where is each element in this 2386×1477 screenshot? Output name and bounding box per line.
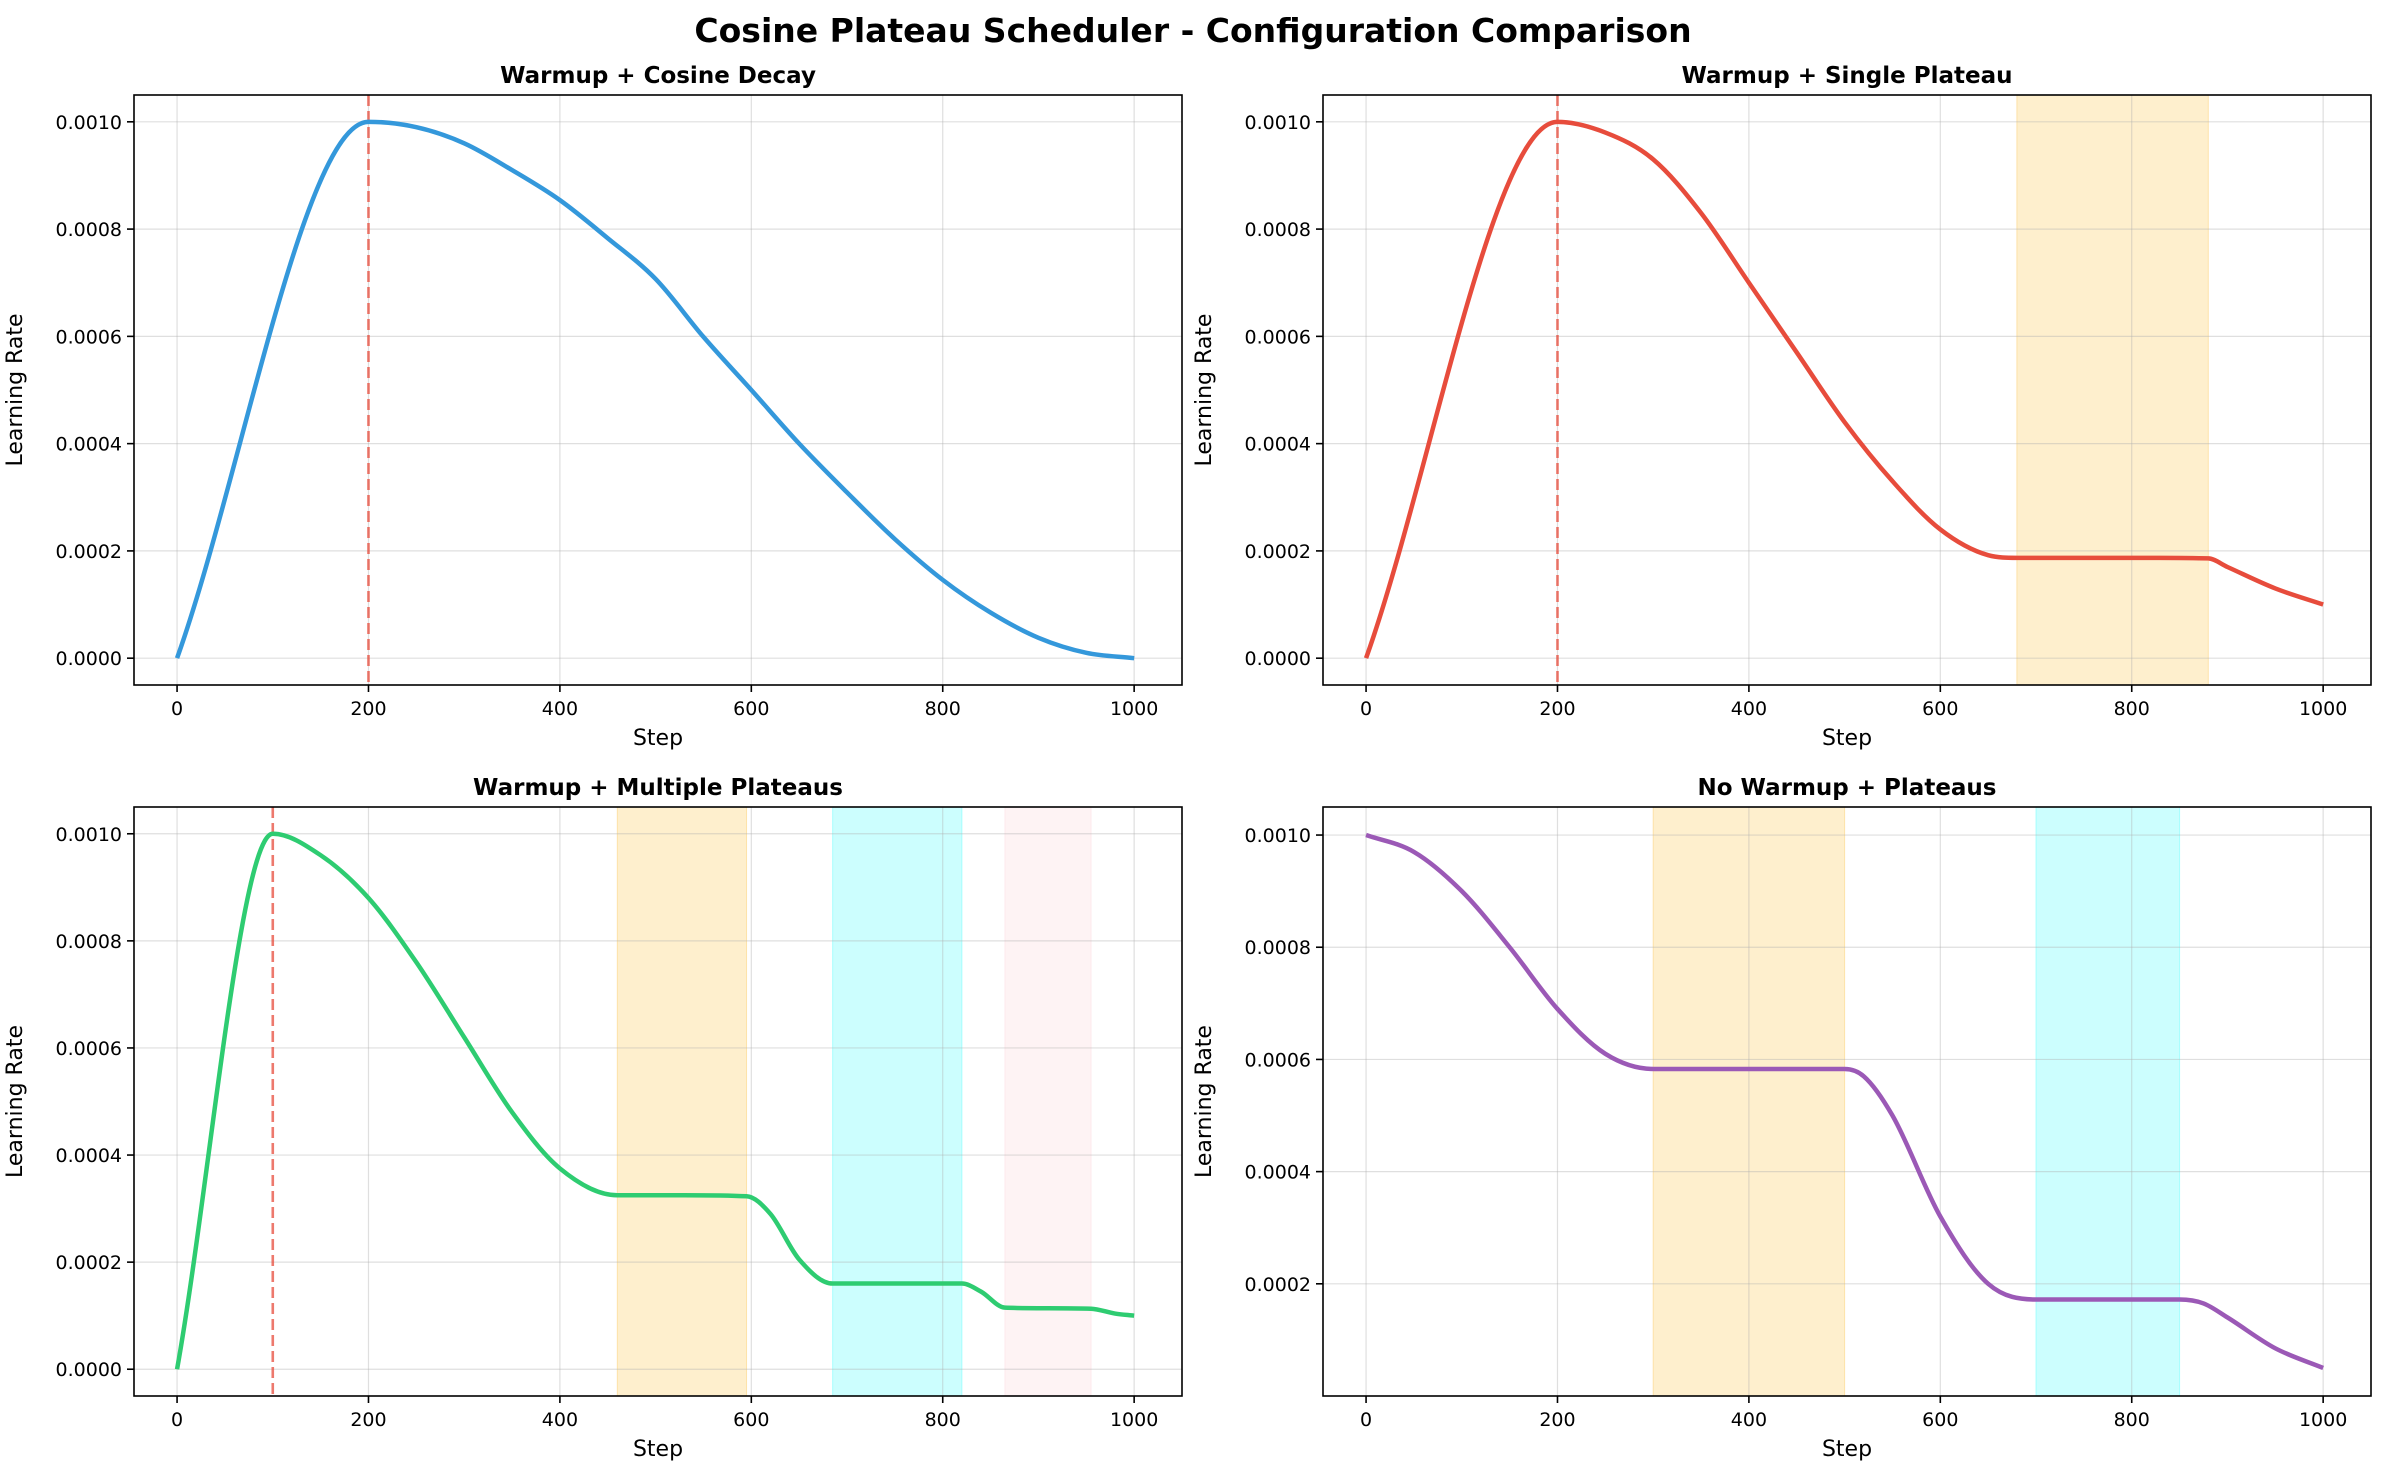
x-tick-label-5: 1000 <box>1110 1409 1158 1431</box>
x-tick-label-3: 600 <box>733 1409 769 1431</box>
chart-panel-1: 0 200 400 600 800 1000 0.0000 0.0002 0.0004 0.000… <box>3 63 1183 751</box>
figure-title: Cosine Plateau Scheduler - Configuration… <box>694 11 1691 50</box>
x-tick-label-0: 0 <box>171 698 183 720</box>
axes-frame <box>133 806 1183 1397</box>
x-axis-label: Step <box>633 726 683 751</box>
chart-panel-3: 0 200 400 600 800 1000 0.0000 0.0002 0.0004 0.000… <box>3 775 1183 1462</box>
x-tick-label-4: 800 <box>925 698 961 720</box>
x-tick-label-3: 600 <box>733 698 769 720</box>
y-tick-label-4: 0.0008 <box>56 931 122 953</box>
x-tick-label-2: 400 <box>1731 698 1767 720</box>
axes-frame <box>1322 806 2372 1397</box>
y-tick-label-3: 0.0008 <box>1245 937 1311 959</box>
x-tick-label-4: 800 <box>2114 698 2150 720</box>
lr-series-line <box>1365 832 2325 1371</box>
axes-frame <box>133 94 1183 686</box>
x-tick-label-0: 0 <box>1360 1409 1372 1431</box>
plateau-region-1 <box>1652 807 1846 1396</box>
y-tick-label-1: 0.0004 <box>1245 1162 1311 1184</box>
y-tick-label-5: 0.0010 <box>56 824 122 846</box>
lr-series-line <box>174 119 1135 661</box>
y-tick-label-2: 0.0004 <box>56 1145 122 1167</box>
x-tick-label-1: 200 <box>350 698 386 720</box>
lr-series-line <box>174 831 1135 1370</box>
y-tick-label-1: 0.0002 <box>56 1252 122 1274</box>
y-tick-label-1: 0.0002 <box>56 541 122 563</box>
panel-title: No Warmup + Plateaus <box>1698 775 1997 801</box>
y-tick-label-5: 0.0010 <box>1245 112 1311 134</box>
y-tick-label-2: 0.0004 <box>56 434 122 456</box>
panel-title: Warmup + Single Plateau <box>1681 63 2012 89</box>
y-tick-label-2: 0.0004 <box>1245 434 1311 456</box>
y-tick-label-4: 0.0008 <box>1245 219 1311 241</box>
y-tick-label-3: 0.0006 <box>1245 326 1311 348</box>
x-tick-label-3: 600 <box>1922 1409 1958 1431</box>
chart-panel-4: 0 200 400 600 800 1000 0.0002 0.0004 0.0006 0.000… <box>1192 775 2372 1462</box>
y-tick-label-1: 0.0002 <box>1245 541 1311 563</box>
x-tick-label-4: 800 <box>2114 1409 2150 1431</box>
plateau-region-2 <box>2035 807 2181 1396</box>
plateau-region-1 <box>616 807 748 1396</box>
x-axis-label: Step <box>1822 1437 1872 1462</box>
x-tick-label-1: 200 <box>1539 698 1575 720</box>
x-tick-label-2: 400 <box>542 698 578 720</box>
y-tick-label-3: 0.0006 <box>56 326 122 348</box>
x-tick-label-5: 1000 <box>2299 698 2347 720</box>
y-axis-label: Learning Rate <box>1192 1025 1217 1178</box>
panel-title: Warmup + Cosine Decay <box>500 63 816 89</box>
y-tick-label-0: 0.0002 <box>1245 1274 1311 1296</box>
y-tick-label-2: 0.0006 <box>1245 1049 1311 1071</box>
y-tick-label-0: 0.0000 <box>1245 648 1311 670</box>
y-tick-label-3: 0.0006 <box>56 1038 122 1060</box>
y-tick-label-0: 0.0000 <box>56 648 122 670</box>
y-tick-label-4: 0.0008 <box>56 219 122 241</box>
x-tick-label-1: 200 <box>350 1409 386 1431</box>
y-axis-label: Learning Rate <box>1192 314 1217 467</box>
x-tick-label-3: 600 <box>1922 698 1958 720</box>
x-tick-label-2: 400 <box>542 1409 578 1431</box>
axes-frame <box>1322 94 2372 686</box>
x-tick-label-0: 0 <box>171 1409 183 1431</box>
y-tick-label-4: 0.0010 <box>1245 825 1311 847</box>
x-axis-label: Step <box>633 1437 683 1462</box>
plateau-region-1 <box>2016 95 2209 685</box>
x-axis-label: Step <box>1822 726 1872 751</box>
lr-series-line <box>1363 119 2324 659</box>
y-tick-label-0: 0.0000 <box>56 1359 122 1381</box>
x-tick-label-0: 0 <box>1360 698 1372 720</box>
plateau-region-3 <box>1004 807 1092 1396</box>
y-tick-label-5: 0.0010 <box>56 112 122 134</box>
x-tick-label-4: 800 <box>925 1409 961 1431</box>
chart-panels: 0 200 400 600 800 1000 0.0000 0.0002 0.0004 0.000… <box>3 63 2372 1462</box>
panel-title: Warmup + Multiple Plateaus <box>473 775 843 801</box>
x-tick-label-5: 1000 <box>2299 1409 2347 1431</box>
chart-panel-2: 0 200 400 600 800 1000 0.0000 0.0002 0.0004 0.000… <box>1192 63 2372 751</box>
x-tick-label-5: 1000 <box>1110 698 1158 720</box>
y-axis-label: Learning Rate <box>3 314 28 467</box>
x-tick-label-1: 200 <box>1539 1409 1575 1431</box>
x-tick-label-2: 400 <box>1731 1409 1767 1431</box>
plateau-region-2 <box>832 807 963 1396</box>
y-axis-label: Learning Rate <box>3 1025 28 1178</box>
